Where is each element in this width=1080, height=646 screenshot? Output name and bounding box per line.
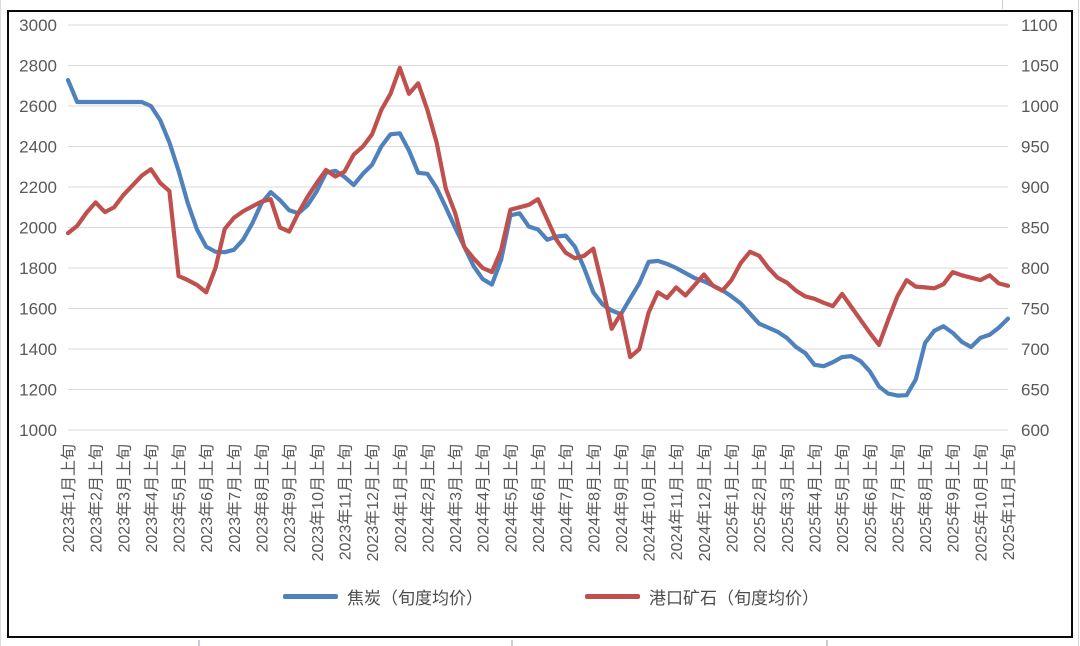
- legend-item-coke: 焦炭（旬度均价）: [283, 584, 483, 609]
- chart-legend: 焦炭（旬度均价） 港口矿石（旬度均价）: [283, 584, 819, 609]
- x-axis-tick-label: 2024年9月上旬: [613, 444, 631, 553]
- right-axis-tick-label: 950: [1021, 138, 1049, 157]
- left-axis-tick-label: 2200: [19, 178, 57, 197]
- left-axis-tick-label: 2000: [19, 219, 57, 238]
- x-axis-tick-label: 2024年10月上旬: [641, 444, 659, 561]
- legend-item-port-ore: 港口矿石（旬度均价）: [585, 584, 819, 609]
- x-axis-tick-label: 2024年7月上旬: [558, 444, 576, 553]
- screenshot-edge-artifact: [1002, 0, 1003, 9]
- x-axis-tick-label: 2024年4月上旬: [475, 444, 493, 553]
- x-axis-tick-label: 2023年8月上旬: [254, 444, 272, 553]
- x-axis-tick-label: 2024年5月上旬: [502, 444, 520, 553]
- right-axis-tick-label: 800: [1021, 259, 1049, 278]
- x-axis-tick-label: 2024年3月上旬: [447, 444, 465, 553]
- right-axis-tick-label: 850: [1021, 219, 1049, 238]
- x-axis-tick-label: 2023年9月上旬: [281, 444, 299, 553]
- coke-legend-label: 焦炭（旬度均价）: [347, 589, 483, 608]
- screenshot-edge-artifact: [198, 640, 200, 646]
- x-axis-tick-label: 2024年8月上旬: [585, 444, 603, 553]
- screenshot-edge-artifact: [826, 640, 828, 646]
- right-axis-tick-label: 1050: [1021, 57, 1059, 76]
- x-axis-tick-label: 2023年2月上旬: [88, 444, 106, 553]
- x-axis-tick-label: 2024年1月上旬: [392, 444, 410, 553]
- right-axis-tick-label: 650: [1021, 381, 1049, 400]
- left-axis-tick-label: 2600: [19, 97, 57, 116]
- x-axis-tick-label: 2025年4月上旬: [806, 444, 824, 553]
- left-axis-tick-label: 1200: [19, 381, 57, 400]
- right-axis-tick-label: 1000: [1021, 97, 1059, 116]
- right-axis-tick-label: 1100: [1021, 16, 1058, 35]
- x-axis-tick-label: 2023年6月上旬: [198, 444, 216, 553]
- x-axis-tick-label: 2025年7月上旬: [889, 444, 907, 553]
- x-axis-tick-label: 2023年10月上旬: [309, 444, 327, 561]
- left-axis-tick-label: 1800: [19, 259, 57, 278]
- x-axis-tick-label: 2024年2月上旬: [419, 444, 437, 553]
- coke-legend-line-swatch: [283, 594, 338, 599]
- x-axis-tick-label: 2025年9月上旬: [945, 444, 963, 553]
- x-axis-tick-label: 2025年1月上旬: [724, 444, 742, 553]
- x-axis-tick-label: 2024年6月上旬: [530, 444, 548, 553]
- port-ore-legend-line-swatch: [585, 594, 640, 599]
- screenshot-edge-artifact: [511, 640, 513, 646]
- left-axis-tick-label: 2400: [19, 138, 57, 157]
- x-axis-tick-label: 2025年6月上旬: [862, 444, 880, 553]
- x-axis-tick-label: 2025年3月上旬: [779, 444, 797, 553]
- x-axis-tick-label: 2025年10月上旬: [972, 444, 990, 561]
- x-axis-tick-label: 2024年11月上旬: [668, 444, 686, 560]
- x-axis-tick-label: 2023年12月上旬: [364, 444, 382, 561]
- x-axis-tick-label: 2025年5月上旬: [834, 444, 852, 553]
- right-axis-tick-label: 700: [1021, 340, 1049, 359]
- left-axis-tick-label: 1400: [19, 340, 57, 359]
- left-axis-tick-label: 2800: [19, 57, 57, 76]
- x-axis-tick-label: 2023年11月上旬: [336, 444, 354, 560]
- x-axis-tick-label: 2025年8月上旬: [917, 444, 935, 553]
- port-ore-series-line: [65, 65, 1011, 360]
- right-axis-tick-label: 900: [1021, 178, 1049, 197]
- screenshot-edge-artifact: [0, 0, 1, 646]
- chart-border-frame: [7, 10, 1073, 638]
- coke-series-line: [65, 77, 1011, 398]
- port-ore-legend-label: 港口矿石（旬度均价）: [649, 589, 819, 608]
- right-axis-tick-label: 750: [1021, 300, 1049, 319]
- x-axis-tick-label: 2023年4月上旬: [143, 444, 161, 553]
- left-axis-tick-label: 3000: [19, 16, 57, 35]
- x-axis-tick-label: 2024年12月上旬: [696, 444, 714, 561]
- x-axis-tick-label: 2025年2月上旬: [751, 444, 769, 553]
- right-axis-tick-label: 600: [1021, 421, 1049, 440]
- x-axis-tick-label: 2023年1月上旬: [60, 444, 78, 553]
- left-axis-tick-label: 1600: [19, 300, 57, 319]
- x-axis-tick-label: 2023年3月上旬: [115, 444, 133, 553]
- x-axis-tick-label: 2025年11月上旬: [1000, 444, 1018, 560]
- x-axis-tick-label: 2023年7月上旬: [226, 444, 244, 553]
- left-axis-tick-label: 1000: [19, 421, 57, 440]
- screenshot-edge-artifact: [1078, 0, 1079, 646]
- x-axis-tick-label: 2023年5月上旬: [171, 444, 189, 553]
